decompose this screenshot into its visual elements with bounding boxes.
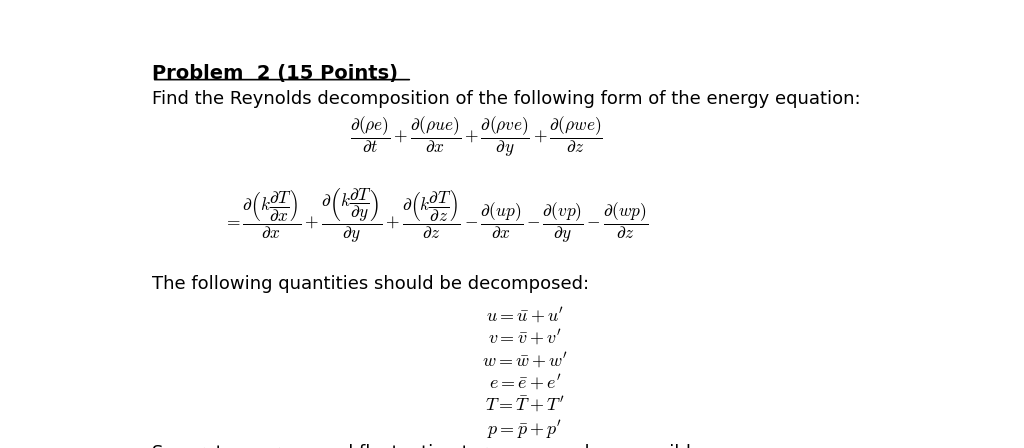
Text: $u = \bar{u} + u'$: $u = \bar{u} + u'$ bbox=[485, 306, 564, 325]
Text: Find the Reynolds decomposition of the following form of the energy equation:: Find the Reynolds decomposition of the f… bbox=[152, 90, 860, 108]
Text: Problem  2 (15 Points): Problem 2 (15 Points) bbox=[152, 64, 397, 83]
Text: Separate average and fluctuating terms as much as possible.: Separate average and fluctuating terms a… bbox=[152, 444, 708, 448]
Text: $p = \bar{p} + p'$: $p = \bar{p} + p'$ bbox=[487, 418, 562, 440]
Text: $\dfrac{\partial(\rho e)}{\partial t} + \dfrac{\partial(\rho u e)}{\partial x} +: $\dfrac{\partial(\rho e)}{\partial t} + … bbox=[350, 114, 603, 159]
Text: $= \dfrac{\partial\left(k\dfrac{\partial T}{\partial x}\right)}{\partial x} + \d: $= \dfrac{\partial\left(k\dfrac{\partial… bbox=[223, 186, 648, 246]
Text: $T = \bar{T} + T'$: $T = \bar{T} + T'$ bbox=[485, 395, 564, 415]
Text: $v = \bar{v} + v'$: $v = \bar{v} + v'$ bbox=[488, 328, 561, 348]
Text: The following quantities should be decomposed:: The following quantities should be decom… bbox=[152, 275, 589, 293]
Text: $e = \bar{e} + e'$: $e = \bar{e} + e'$ bbox=[488, 373, 561, 392]
Text: $w = \bar{w} + w'$: $w = \bar{w} + w'$ bbox=[482, 350, 567, 370]
